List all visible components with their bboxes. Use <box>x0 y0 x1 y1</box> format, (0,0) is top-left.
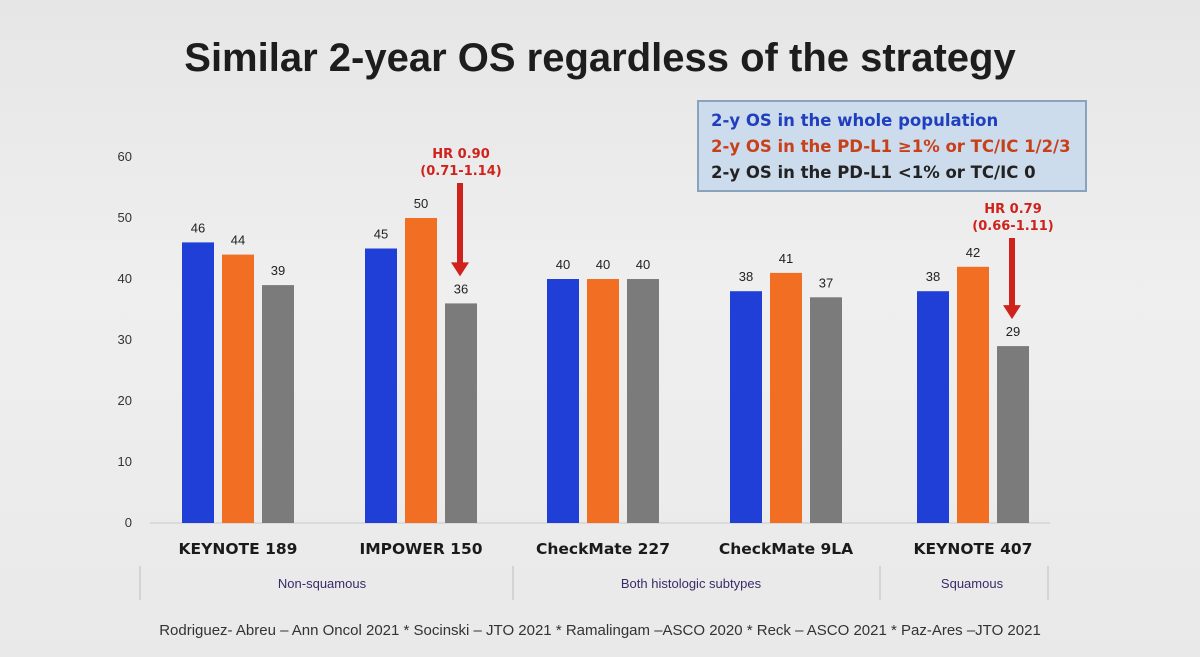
data-label: 46 <box>191 220 205 235</box>
hr-annotation-text: (0.66-1.11) <box>972 219 1053 234</box>
legend-item-whole-population: 2-y OS in the whole population <box>711 111 999 130</box>
bar-3-0 <box>730 291 762 523</box>
bar-2-1 <box>587 279 619 523</box>
hr-arrow-head <box>1003 305 1021 320</box>
hr-annotation-text: HR 0.90 <box>432 147 490 162</box>
category-label: KEYNOTE 407 <box>914 540 1033 558</box>
data-label: 45 <box>374 227 388 242</box>
bar-3-2 <box>810 297 842 523</box>
bar-1-0 <box>365 248 397 523</box>
y-tick-label: 30 <box>118 332 132 347</box>
data-label: 50 <box>414 196 428 211</box>
hr-arrow-head <box>451 262 469 277</box>
bar-0-2 <box>262 285 294 523</box>
bar-4-0 <box>917 291 949 523</box>
bar-0-1 <box>222 254 254 523</box>
hr-annotation-text: (0.71-1.14) <box>420 164 501 179</box>
legend-box: 2-y OS in the whole population 2-y OS in… <box>697 100 1087 192</box>
bar-4-1 <box>957 266 989 523</box>
category-label: IMPOWER 150 <box>359 540 482 558</box>
data-label: 41 <box>779 251 793 266</box>
slide-title: Similar 2-year OS regardless of the stra… <box>184 36 1016 80</box>
bar-1-2 <box>445 303 477 523</box>
bar-2-2 <box>627 279 659 523</box>
data-label: 40 <box>596 257 610 272</box>
hr-annotation-text: HR 0.79 <box>984 202 1042 217</box>
data-label: 42 <box>966 245 980 260</box>
data-label: 40 <box>636 257 650 272</box>
data-label: 39 <box>271 263 285 278</box>
references-footer: Rodriguez- Abreu – Ann Oncol 2021 * Soci… <box>159 622 1041 639</box>
data-label: 38 <box>926 269 940 284</box>
group-label: Non-squamous <box>278 576 367 591</box>
legend-item-pdl1-negative: 2-y OS in the PD-L1 <1% or TC/IC 0 <box>711 163 1036 182</box>
data-label: 38 <box>739 269 753 284</box>
y-tick-label: 40 <box>118 271 132 286</box>
group-label: Both histologic subtypes <box>621 576 762 591</box>
group-label: Squamous <box>941 576 1004 591</box>
y-tick-label: 50 <box>118 210 132 225</box>
y-tick-label: 0 <box>125 515 132 530</box>
bar-2-0 <box>547 279 579 523</box>
category-label: KEYNOTE 189 <box>179 540 298 558</box>
bar-3-1 <box>770 272 802 523</box>
data-label: 40 <box>556 257 570 272</box>
y-tick-label: 10 <box>118 454 132 469</box>
data-label: 37 <box>819 275 833 290</box>
data-label: 44 <box>231 233 245 248</box>
category-label: CheckMate 227 <box>536 540 670 558</box>
bar-4-2 <box>997 346 1029 523</box>
bar-0-0 <box>182 242 214 523</box>
bar-1-1 <box>405 218 437 523</box>
data-label: 29 <box>1006 324 1020 339</box>
legend-item-pdl1-positive: 2-y OS in the PD-L1 ≥1% or TC/IC 1/2/3 <box>711 137 1071 156</box>
data-label: 36 <box>454 281 468 296</box>
category-label: CheckMate 9LA <box>719 540 853 558</box>
y-tick-label: 20 <box>118 393 132 408</box>
y-tick-label: 60 <box>118 149 132 164</box>
